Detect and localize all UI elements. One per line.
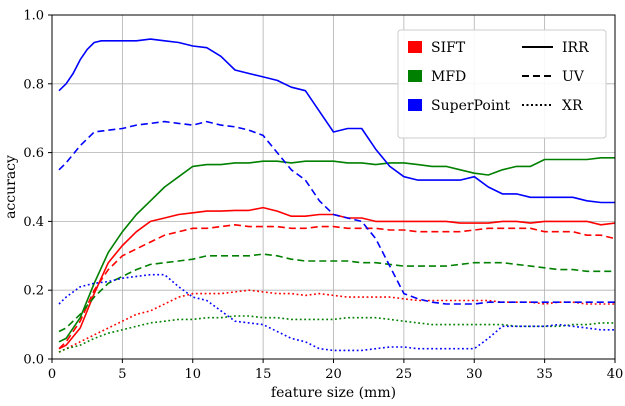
- series-line-superpoint-dotted: [58, 273, 615, 352]
- legend-swatch-mfd: [408, 70, 422, 82]
- legend-label-uv: UV: [562, 69, 585, 85]
- series-line-mfd-solid: [58, 157, 615, 343]
- x-tick-label: 30: [466, 367, 483, 382]
- legend-label-sift: SIFT: [431, 40, 466, 56]
- legend-label-superpoint: SuperPoint: [431, 98, 510, 114]
- legend: SIFT MFD SuperPoint IRR UV XR: [397, 29, 607, 139]
- x-tick-label: 10: [184, 367, 201, 382]
- y-tick-label: 0.2: [23, 284, 44, 299]
- x-tick-label: 40: [607, 367, 624, 382]
- x-tick-label: 15: [255, 367, 272, 382]
- series-line-mfd-dotted: [58, 315, 615, 353]
- series-line-mfd-dashed: [58, 253, 615, 333]
- y-tick-label: 0.6: [23, 146, 44, 161]
- legend-swatch-sift: [408, 41, 422, 53]
- y-tick-label: 0.0: [23, 353, 44, 368]
- legend-box: [397, 29, 607, 139]
- x-tick-label: 25: [396, 367, 413, 382]
- y-axis-label: accuracy: [3, 155, 19, 219]
- legend-swatch-superpoint: [408, 99, 422, 111]
- legend-label-mfd: MFD: [431, 69, 466, 85]
- series-line-superpoint-dashed: [58, 120, 615, 305]
- y-tick-label: 0.4: [23, 215, 44, 230]
- y-tick-label: 1.0: [23, 9, 44, 24]
- y-tick-label: 0.8: [23, 77, 44, 92]
- series-line-sift-dotted: [58, 289, 615, 353]
- series-line-superpoint-solid: [58, 38, 615, 204]
- legend-label-xr: XR: [562, 98, 583, 114]
- ticks: 0 5 10 15 20 25 30 35 40 0.0 0.2 0.4 0.6 0.8 1.0: [23, 9, 623, 383]
- x-axis-label: feature size (mm): [271, 385, 396, 401]
- series-line-sift-dashed: [58, 224, 616, 350]
- x-tick-label: 0: [48, 367, 56, 382]
- x-tick-label: 20: [325, 367, 342, 382]
- x-tick-label: 5: [118, 367, 126, 382]
- legend-label-irr: IRR: [562, 40, 589, 56]
- x-tick-label: 35: [536, 367, 553, 382]
- series-group: [58, 38, 616, 353]
